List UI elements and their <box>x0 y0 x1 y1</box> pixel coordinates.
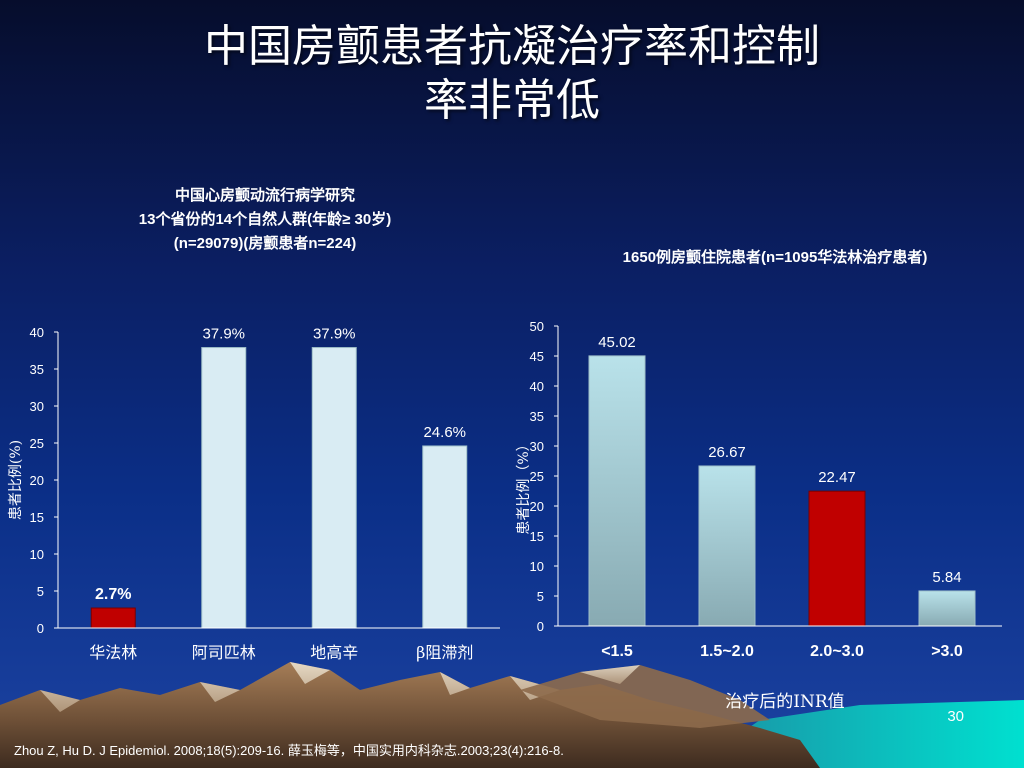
right-study-description: 1650例房颤住院患者(n=1095华法林治疗患者) <box>555 246 995 270</box>
left-study-line1: 中国心房颤动流行病学研究 <box>174 187 355 204</box>
right-bar-2 <box>698 465 756 627</box>
left-y-tick-label: 25 <box>30 436 44 451</box>
right-bar-4 <box>918 590 976 627</box>
right-category-label-2: 1.5~2.0 <box>700 643 754 660</box>
right-y-tick-label: 35 <box>530 409 544 424</box>
right-data-label-2: 26.67 <box>708 444 746 461</box>
left-y-tick-label: 15 <box>30 510 44 525</box>
slide-title-line2: 率非常低 <box>424 75 600 126</box>
left-y-tick-label: 35 <box>30 362 44 377</box>
right-y-tick-label: 25 <box>530 469 544 484</box>
left-chart: 患者比例(%) 0 5 10 15 20 25 30 35 40 2.7% 37.9% 37.9% 2… <box>8 325 500 662</box>
right-y-tick-label: 5 <box>537 589 544 604</box>
left-y-tick-label: 20 <box>30 473 44 488</box>
left-category-label-1: 华法林 <box>89 643 137 662</box>
slide-title: 中国房颤患者抗凝治疗率和控制 率非常低 <box>0 20 1024 128</box>
left-y-tick-label: 10 <box>30 547 44 562</box>
left-y-tick-label: 0 <box>37 621 44 636</box>
right-category-label-4: >3.0 <box>931 643 963 660</box>
left-data-label-1: 2.7% <box>95 586 131 603</box>
right-x-axis-label: 治疗后的INR值 <box>725 692 844 712</box>
left-category-label-4: β阻滞剂 <box>416 643 473 662</box>
left-y-axis-label: 患者比例(%) <box>8 440 24 520</box>
right-data-label-3: 22.47 <box>818 469 856 486</box>
right-bar-3 <box>808 490 866 627</box>
slide-title-line1: 中国房颤患者抗凝治疗率和控制 <box>204 21 820 72</box>
left-bar-2 <box>201 347 247 629</box>
right-category-label-1: <1.5 <box>601 643 633 660</box>
right-y-tick-label: 45 <box>530 349 544 364</box>
left-category-label-2: 阿司匹林 <box>192 643 256 662</box>
right-y-tick-label: 0 <box>537 619 544 634</box>
left-y-tick-label: 30 <box>30 399 44 414</box>
right-data-label-4: 5.84 <box>932 569 961 586</box>
left-bar-1 <box>90 607 136 629</box>
right-data-label-1: 45.02 <box>598 334 636 351</box>
landscape-decoration <box>0 662 1024 768</box>
left-study-description: 中国心房颤动流行病学研究 13个省份的14个自然人群(年龄≥ 30岁) (n=2… <box>80 184 450 256</box>
left-y-tick-label: 5 <box>37 584 44 599</box>
right-y-tick-label: 20 <box>530 499 544 514</box>
right-chart: 患者比例（%） 0 5 10 15 20 25 30 35 40 45 50 45.02 26.67 2… <box>516 319 1002 712</box>
right-study-line1: 1650例房颤住院患者(n=1095华法林治疗患者) <box>622 249 928 266</box>
left-data-label-3: 37.9% <box>313 326 356 343</box>
left-data-label-2: 37.9% <box>202 326 245 343</box>
page-number: 30 <box>947 708 964 725</box>
right-bar-1 <box>588 355 646 627</box>
left-bar-4 <box>422 445 468 629</box>
right-y-tick-label: 40 <box>530 379 544 394</box>
right-category-label-3: 2.0~3.0 <box>810 643 864 660</box>
citation: Zhou Z, Hu D. J Epidemiol. 2008;18(5):20… <box>14 743 564 758</box>
right-y-tick-label: 30 <box>530 439 544 454</box>
right-y-tick-label: 15 <box>530 529 544 544</box>
left-category-label-3: 地高辛 <box>310 643 358 662</box>
right-y-tick-label: 50 <box>530 319 544 334</box>
left-study-line2: 13个省份的14个自然人群(年龄≥ 30岁) <box>138 211 392 228</box>
left-bar-3 <box>311 347 357 629</box>
left-y-tick-label: 40 <box>30 325 44 340</box>
right-y-axis-label: 患者比例（%） <box>516 437 532 534</box>
right-y-tick-label: 10 <box>530 559 544 574</box>
left-data-label-4: 24.6% <box>423 424 466 441</box>
left-study-line3: (n=29079)(房颤患者n=224) <box>173 235 357 252</box>
